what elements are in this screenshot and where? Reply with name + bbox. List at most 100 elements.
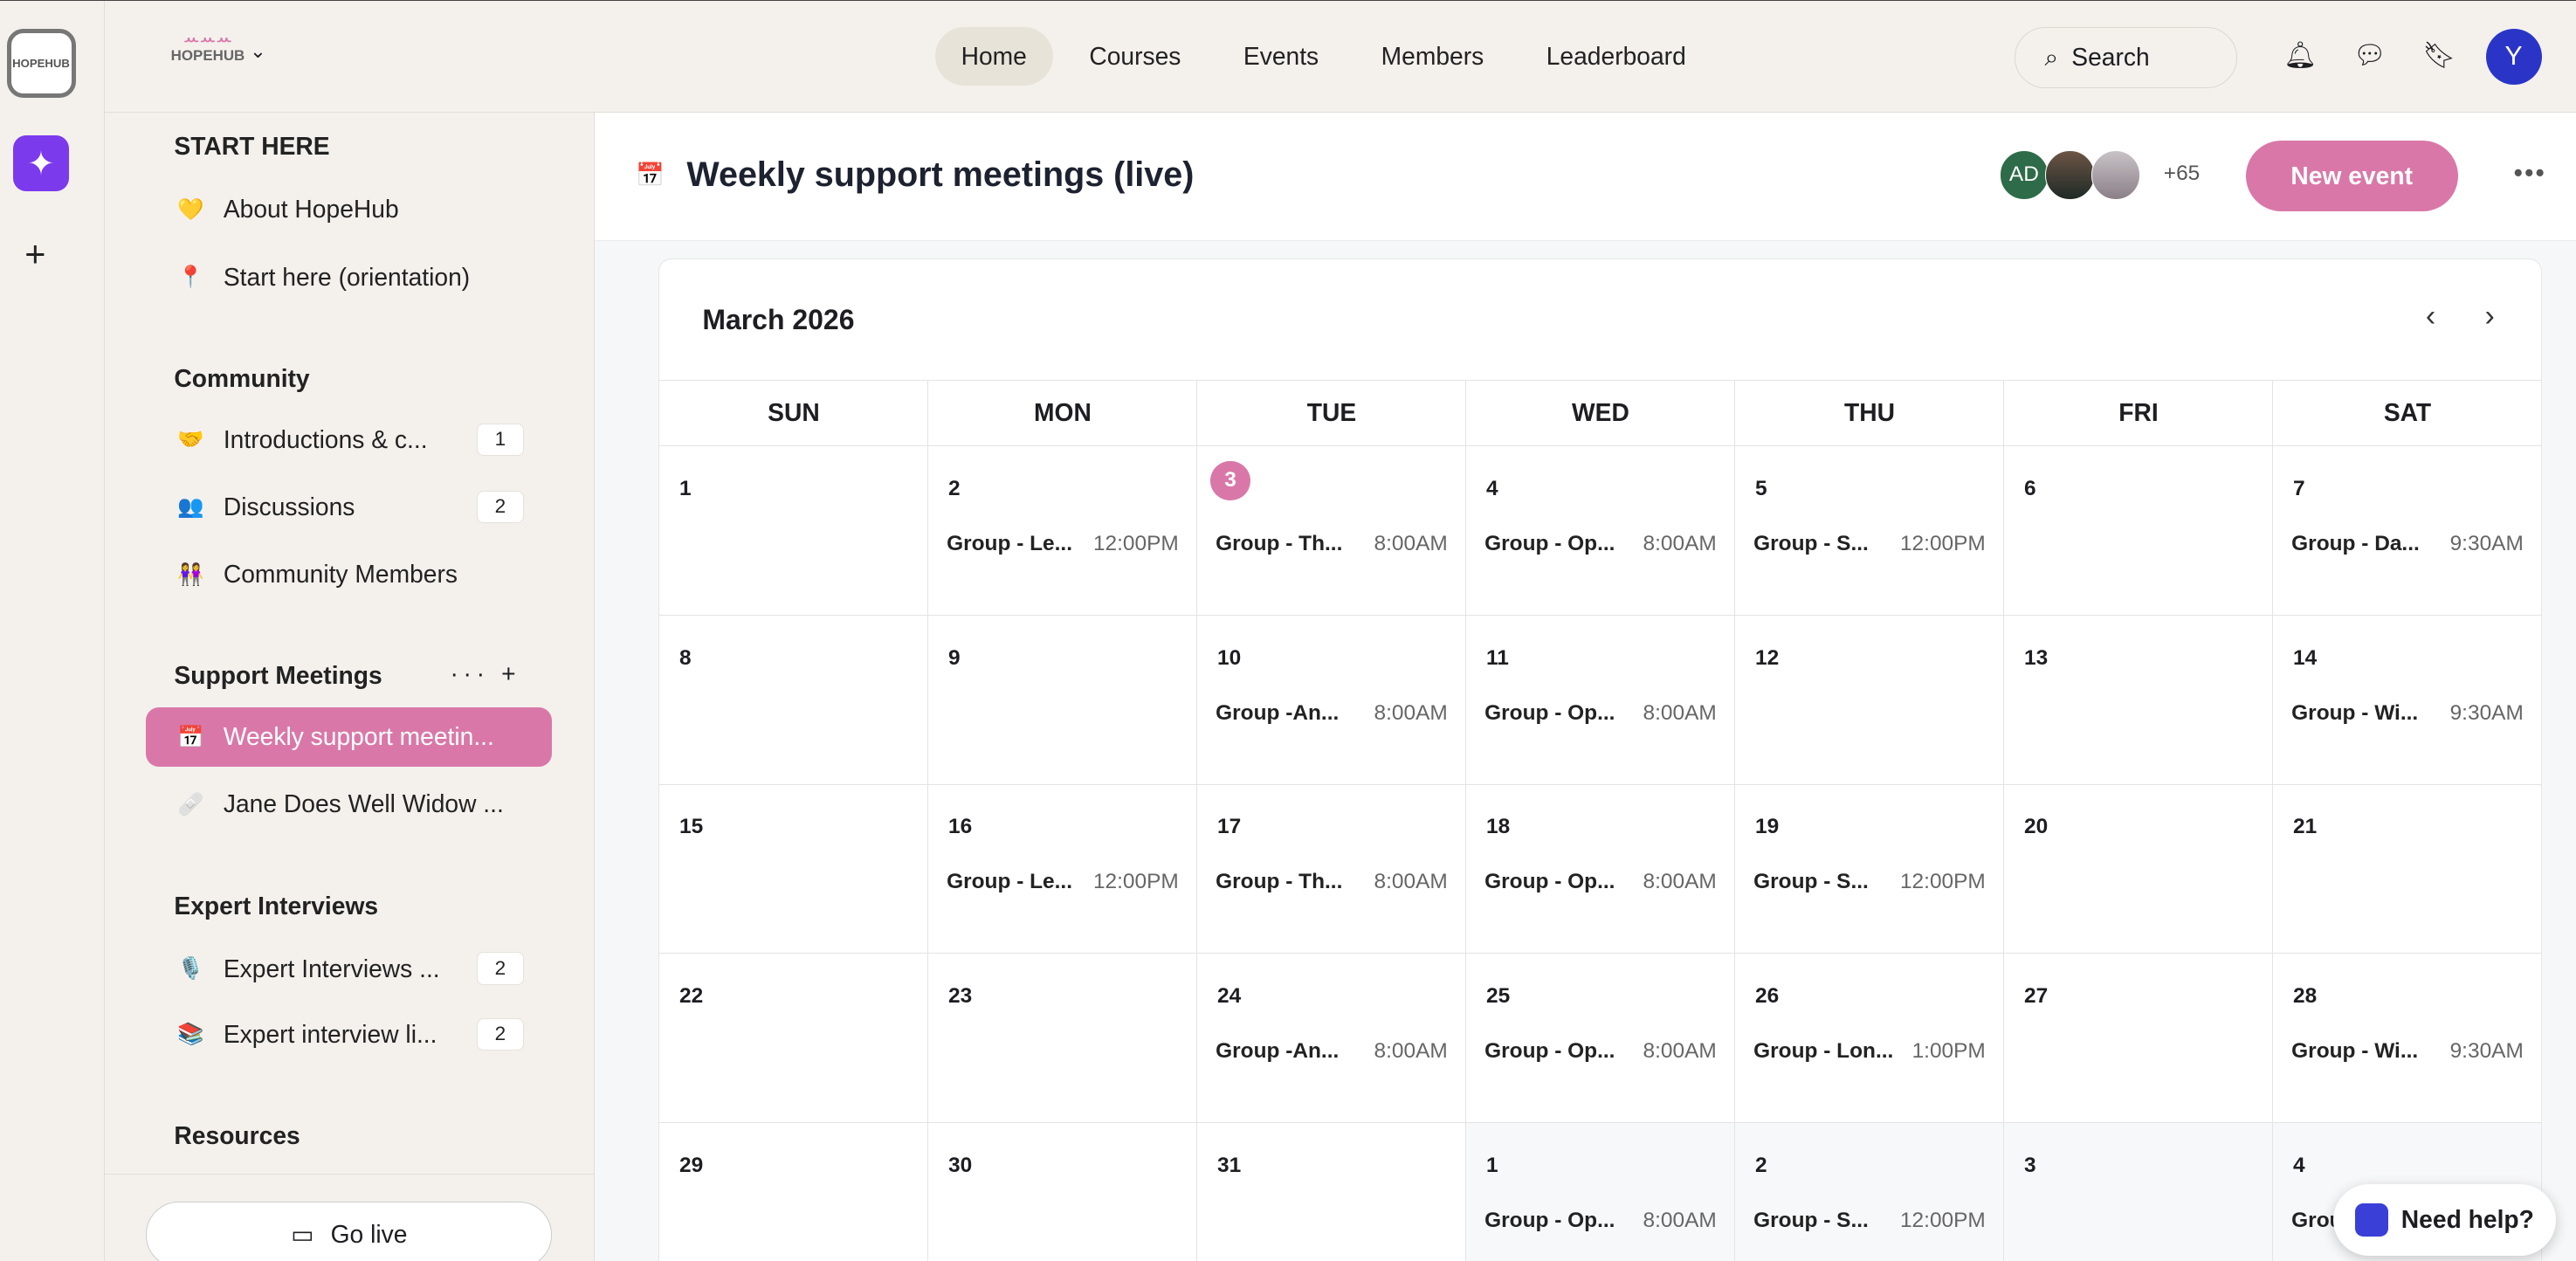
need-help-button[interactable]: Need help? [2332, 1183, 2557, 1257]
calendar-event[interactable]: Group -An... 8:00AM [1216, 701, 1448, 726]
calendar-day[interactable]: 1 Group - Op... 8:00AM [1466, 1123, 1736, 1261]
emoji-icon: 🩹 [177, 792, 204, 817]
day-number: 21 [2293, 815, 2318, 839]
calendar-day[interactable]: 11 Group - Op... 8:00AM [1466, 615, 1736, 785]
calendar-day[interactable]: 30 [928, 1123, 1198, 1261]
member-count[interactable]: +65 [2163, 162, 2201, 186]
calendar-day[interactable]: 24 Group -An... 8:00AM [1197, 954, 1467, 1124]
community-switcher-logo[interactable]: HOPEHUB [6, 28, 76, 98]
nav-members[interactable]: Members [1381, 42, 1484, 71]
calendar-event[interactable]: Group - Op... 8:00AM [1484, 701, 1717, 726]
sidebar-item[interactable]: 📚 Expert interview li... 2 [146, 1005, 552, 1065]
chat-icon[interactable]: 💬︎ [2352, 41, 2387, 71]
calendar-day[interactable]: 13 [2004, 615, 2274, 785]
calendar-day[interactable]: 23 [928, 954, 1198, 1124]
search-button[interactable]: ⌕ Search [2014, 27, 2238, 88]
calendar-day[interactable]: 22 [659, 954, 929, 1124]
chevron-down-icon[interactable]: ⌄ [249, 40, 266, 63]
nav-courses[interactable]: Courses [1089, 42, 1181, 71]
calendar-day[interactable]: 17 Group - Th... 8:00AM [1197, 784, 1467, 954]
calendar-event[interactable]: Group - Op... 8:00AM [1484, 870, 1717, 894]
calendar-day[interactable]: 2 Group - S... 12:00PM [1735, 1123, 2005, 1261]
calendar-event[interactable]: Group - S... 12:00PM [1753, 1209, 1986, 1233]
emoji-icon: 📚 [177, 1023, 204, 1047]
calendar-day[interactable]: 9 [928, 615, 1198, 785]
more-icon[interactable]: ··· [450, 659, 490, 688]
calendar-day[interactable]: 16 Group - Le... 12:00PM [928, 784, 1198, 954]
new-event-button[interactable]: New event [2245, 140, 2458, 211]
calendar-day[interactable]: 2 Group - Le... 12:00PM [928, 445, 1198, 616]
calendar-event[interactable]: Group - Th... 8:00AM [1216, 870, 1448, 894]
calendar-day[interactable]: 4 Group - Op... 8:00AM [1466, 445, 1736, 616]
sidebar-item[interactable]: 📅 Weekly support meetin... [146, 706, 553, 767]
calendar-day[interactable]: 18 Group - Op... 8:00AM [1466, 784, 1736, 954]
calendar-event[interactable]: Group - Op... 8:00AM [1484, 1209, 1717, 1233]
day-number: 28 [2293, 984, 2318, 1009]
sidebar-item[interactable]: 🩹 Jane Does Well Widow ... [146, 775, 552, 834]
calendar-day[interactable]: 29 [659, 1123, 929, 1261]
avatar [2045, 150, 2095, 200]
calendar-day[interactable]: 14 Group - Wi... 9:30AM [2273, 616, 2541, 785]
sidebar-item[interactable]: 👭 Community Members [146, 545, 552, 604]
sidebar-item[interactable]: 💛 About HopeHub [146, 180, 552, 239]
calendar-day[interactable]: 31 [1197, 1123, 1467, 1261]
sidebar-item-label: Discussions [223, 492, 355, 520]
calendar-event[interactable]: Group - Da... 9:30AM [2291, 532, 2524, 556]
calendar-day[interactable]: 25 Group - Op... 8:00AM [1466, 954, 1736, 1124]
member-avatars[interactable]: AD [1999, 150, 2141, 200]
calendar-event[interactable]: Group - Le... 12:00PM [947, 532, 1179, 556]
calendar-day[interactable]: 1 [659, 445, 929, 616]
nav-events[interactable]: Events [1243, 42, 1319, 71]
calendar-day[interactable]: 12 [1735, 615, 2005, 785]
plus-icon[interactable]: + [501, 659, 521, 688]
calendar-day[interactable]: 28 Group - Wi... 9:30AM [2273, 954, 2541, 1124]
add-community-icon[interactable]: + [24, 234, 46, 275]
chevron-right-icon[interactable]: › [2484, 299, 2495, 333]
calendar-day[interactable]: 5 Group - S... 12:00PM [1735, 445, 2005, 616]
unread-badge: 2 [476, 1017, 525, 1051]
calendar-event[interactable]: Group - S... 12:00PM [1753, 532, 1986, 556]
calendar-event[interactable]: Group - S... 12:00PM [1753, 870, 1986, 894]
nav-home[interactable]: Home [934, 27, 1053, 86]
calendar-event[interactable]: Group - Wi... 9:30AM [2291, 701, 2524, 726]
ai-sparkle-icon[interactable]: ✦ [13, 135, 69, 192]
user-avatar[interactable]: Y [2485, 28, 2542, 85]
calendar-day[interactable]: 3 Group - Th... 8:00AM [1197, 445, 1467, 616]
calendar-day[interactable]: 8 [659, 615, 929, 785]
sidebar-item[interactable]: 🤝 Introductions & c... 1 [146, 410, 552, 469]
bookmark-icon[interactable]: 🔖︎ [2422, 41, 2456, 71]
calendar-day[interactable]: 27 [2004, 954, 2274, 1124]
search-icon: ⌕ [2044, 42, 2059, 71]
sidebar-item[interactable]: 👥 Discussions 2 [146, 478, 552, 537]
calendar-day[interactable]: 6 [2004, 445, 2274, 616]
nav-leaderboard[interactable]: Leaderboard [1546, 42, 1686, 71]
calendar-day[interactable]: 10 Group -An... 8:00AM [1197, 615, 1467, 785]
calendar-day[interactable]: 21 [2273, 785, 2541, 954]
calendar-event[interactable]: Group - Lon... 1:00PM [1753, 1039, 1986, 1064]
event-title: Group - Op... [1484, 700, 1615, 725]
more-options-icon[interactable]: ••• [2513, 158, 2546, 188]
go-live-button[interactable]: ▭ Go live [146, 1202, 553, 1261]
calendar-day[interactable]: 26 Group - Lon... 1:00PM [1735, 954, 2005, 1124]
calendar-day[interactable]: 19 Group - S... 12:00PM [1735, 784, 2005, 954]
unread-badge: 2 [476, 952, 525, 985]
page-title: Weekly support meetings (live) [686, 155, 1195, 194]
calendar-day[interactable]: 20 [2004, 784, 2274, 954]
chevron-left-icon[interactable]: ‹ [2425, 299, 2436, 333]
calendar-event[interactable]: Group - Wi... 9:30AM [2291, 1039, 2524, 1064]
calendar-event[interactable]: Group - Th... 8:00AM [1216, 532, 1448, 556]
brand-logo[interactable]: ꕀꕀꕀ HOPEHUB [170, 28, 245, 64]
calendar-day[interactable]: 7 Group - Da... 9:30AM [2273, 446, 2541, 616]
sidebar-item[interactable]: 🎙️ Expert Interviews ... 2 [146, 939, 552, 998]
calendar-day[interactable]: 3 [2004, 1123, 2274, 1261]
calendar-event[interactable]: Group -An... 8:00AM [1216, 1039, 1448, 1064]
sidebar-item[interactable]: 📍 Start here (orientation) [146, 247, 552, 307]
calendar-event[interactable]: Group - Le... 12:00PM [947, 870, 1179, 894]
calendar-day[interactable]: 15 [659, 784, 929, 954]
calendar-event[interactable]: Group - Op... 8:00AM [1484, 1039, 1717, 1064]
section-tools[interactable]: ··· + [451, 659, 521, 688]
calendar-event[interactable]: Group - Op... 8:00AM [1484, 532, 1717, 556]
bell-icon[interactable]: 🔔︎ [2283, 41, 2318, 71]
event-time: 12:00PM [1092, 870, 1179, 894]
sidebar-item-label: Introductions & c... [223, 424, 428, 453]
